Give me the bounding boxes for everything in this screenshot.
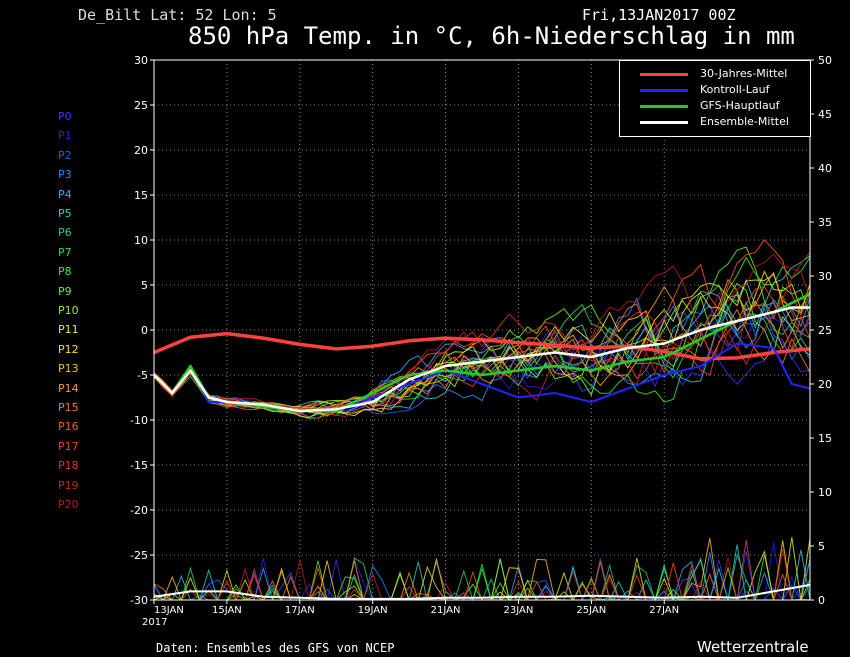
member-label: P20 [58,498,79,511]
y2-tick-label: 50 [818,54,832,67]
member-label: P2 [58,148,72,162]
member-label: P14 [58,381,79,395]
y2-tick-label: 0 [818,594,825,607]
member-label: P16 [58,420,79,434]
run-time: Fri,13JAN2017 00Z [582,6,736,24]
legend-swatch [640,121,688,124]
y-tick-label: -20 [130,504,148,517]
y-tick-label: -25 [130,549,148,562]
y-tick-label: -30 [130,594,148,607]
y2-tick-label: 25 [818,324,832,337]
legend-item-control: Kontroll-Lauf [620,83,810,98]
member-line [153,271,811,411]
main-lines [153,292,811,600]
y-tick-label: -5 [137,369,148,382]
y2-tick-label: 5 [818,540,825,553]
member-label: P17 [58,439,79,453]
y-tick-label: 20 [134,144,148,157]
x-tick-label: 25JAN [576,605,606,616]
brand-logo-text: Wetterzentrale [697,638,809,656]
legend-swatch [640,73,688,76]
y-tick-label: 15 [134,189,148,202]
y-tick-label: -10 [130,414,148,427]
y-tick-label: -15 [130,459,148,472]
member-label: P0 [58,110,72,123]
x-tick-label: 15JAN [212,605,242,616]
member-label: P15 [58,401,79,414]
legend: 30-Jahres-Mittel Kontroll-Lauf GFS-Haupt… [619,60,811,137]
member-line [153,255,811,409]
y-tick-label: 5 [141,279,148,292]
member-line [153,253,811,410]
precip-lines [153,537,811,602]
x-tick-label: 23JAN [504,605,534,616]
member-label: P10 [58,304,79,317]
y-tick-label: 0 [141,324,148,337]
y2-tick-label: 15 [818,432,832,445]
series-line [153,331,811,361]
legend-label: Kontroll-Lauf [700,83,770,96]
y2-tick-label: 10 [818,486,832,499]
legend-swatch [640,105,688,108]
member-label: P12 [58,342,79,356]
data-source: Daten: Ensembles des GFS von NCEP [156,641,395,655]
y2-tick-label: 30 [818,270,832,283]
y-tick-label: 25 [134,99,148,112]
member-line [153,286,811,412]
y2-tick-label: 40 [818,162,832,175]
y-tick-label: 10 [134,234,148,247]
member-label: P3 [58,168,72,182]
series-line [153,306,810,413]
x-year-label: 2017 [142,617,167,628]
member-label: P4 [58,187,72,201]
member-label: P13 [58,362,79,376]
member-line [153,246,811,412]
legend-item-mean30: 30-Jahres-Mittel [620,67,810,82]
member-label: P18 [58,459,79,473]
member-label: P11 [58,323,79,337]
member-label: P5 [58,207,72,220]
legend-label: Ensemble-Mittel [700,115,789,128]
y2-tick-label: 45 [818,108,832,121]
x-tick-label: 17JAN [285,605,315,616]
legend-label: 30-Jahres-Mittel [700,67,788,80]
member-label: P6 [58,226,72,240]
member-label: P1 [58,129,72,143]
x-tick-label: 21JAN [431,605,461,616]
legend-swatch [640,89,688,92]
x-tick-label: 27JAN [649,605,679,616]
y2-tick-label: 20 [818,378,832,391]
member-label: P7 [58,245,72,259]
chart-title: 850 hPa Temp. in °C, 6h-Niederschlag in … [188,22,795,50]
member-label: P9 [58,284,72,298]
legend-item-gfs: GFS-Hauptlauf [620,99,810,114]
x-tick-label: 19JAN [358,605,388,616]
legend-item-ensemble-mean: Ensemble-Mittel [620,115,810,130]
chart-ticks: 302520151050-5-10-15-20-25-3050454035302… [130,54,832,628]
legend-label: GFS-Hauptlauf [700,99,780,112]
member-line [153,297,811,415]
member-label: P8 [58,265,72,279]
y-tick-label: 30 [134,54,148,67]
series-line [153,342,811,412]
y2-tick-label: 35 [818,216,832,229]
station-info: De_Bilt Lat: 52 Lon: 5 [78,6,277,24]
member-label: P19 [58,478,79,492]
member-lines [153,239,811,419]
x-tick-label: 13JAN [154,605,184,616]
series-line [153,583,811,600]
